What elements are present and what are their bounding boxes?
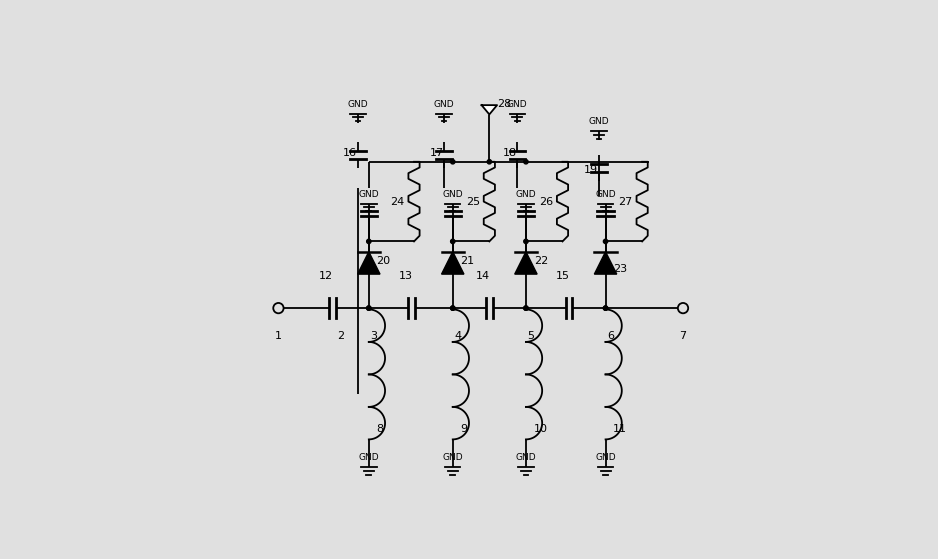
Text: 4: 4 <box>454 331 461 341</box>
Polygon shape <box>357 252 380 274</box>
Text: GND: GND <box>358 190 379 199</box>
Circle shape <box>450 306 455 310</box>
Text: 22: 22 <box>534 256 548 266</box>
Text: 6: 6 <box>607 331 614 341</box>
Text: 18: 18 <box>503 148 517 158</box>
Text: 17: 17 <box>430 148 444 158</box>
Text: 20: 20 <box>376 256 391 266</box>
Text: 10: 10 <box>534 424 548 434</box>
Circle shape <box>523 306 528 310</box>
Circle shape <box>523 160 528 164</box>
Text: 24: 24 <box>390 197 404 207</box>
Circle shape <box>450 160 455 164</box>
Circle shape <box>603 239 608 244</box>
Text: 25: 25 <box>466 197 480 207</box>
Circle shape <box>603 306 608 310</box>
Polygon shape <box>442 252 464 274</box>
Polygon shape <box>515 252 537 274</box>
Text: 8: 8 <box>376 424 384 434</box>
Text: GND: GND <box>443 453 463 462</box>
Text: 1: 1 <box>275 331 282 341</box>
Text: 21: 21 <box>461 256 475 266</box>
Text: GND: GND <box>434 100 454 109</box>
Text: 16: 16 <box>343 148 357 158</box>
Text: 13: 13 <box>399 271 413 281</box>
Text: 28: 28 <box>497 99 511 108</box>
Text: GND: GND <box>596 190 616 199</box>
Text: GND: GND <box>348 100 369 109</box>
Circle shape <box>523 239 528 244</box>
Text: GND: GND <box>516 453 537 462</box>
Text: GND: GND <box>358 453 379 462</box>
Text: 11: 11 <box>613 424 628 434</box>
Text: 3: 3 <box>371 331 377 341</box>
Circle shape <box>487 160 492 164</box>
Text: 2: 2 <box>338 331 344 341</box>
Circle shape <box>603 306 608 310</box>
Text: 14: 14 <box>476 271 490 281</box>
Text: GND: GND <box>443 190 463 199</box>
Text: 12: 12 <box>319 271 333 281</box>
Text: 5: 5 <box>527 331 535 341</box>
Text: 26: 26 <box>539 197 553 207</box>
Text: GND: GND <box>596 453 616 462</box>
Circle shape <box>450 239 455 244</box>
Text: GND: GND <box>589 117 610 126</box>
Text: 7: 7 <box>679 331 687 341</box>
Circle shape <box>367 306 371 310</box>
Text: 19: 19 <box>584 165 598 176</box>
Text: 9: 9 <box>461 424 468 434</box>
Circle shape <box>523 306 528 310</box>
Text: GND: GND <box>507 100 527 109</box>
Text: 23: 23 <box>613 264 628 274</box>
Polygon shape <box>481 105 497 115</box>
Polygon shape <box>595 252 617 274</box>
Circle shape <box>450 306 455 310</box>
Text: GND: GND <box>516 190 537 199</box>
Circle shape <box>367 306 371 310</box>
Text: 15: 15 <box>555 271 569 281</box>
Text: 27: 27 <box>618 197 632 207</box>
Circle shape <box>367 239 371 244</box>
